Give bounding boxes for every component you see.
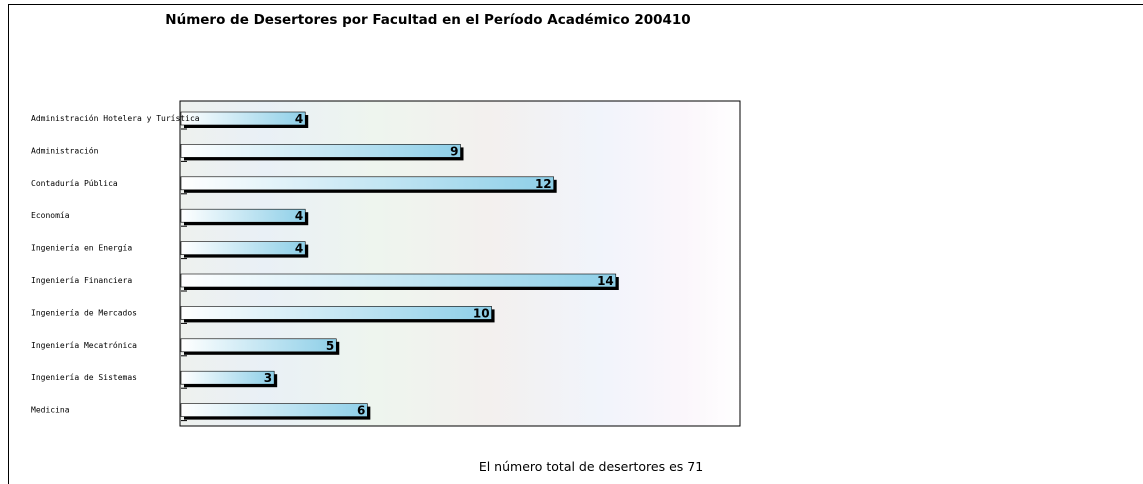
chart-frame xyxy=(8,4,1143,484)
value-label: 3 xyxy=(264,371,272,385)
value-label: 4 xyxy=(295,112,303,126)
value-label: 5 xyxy=(326,339,334,353)
bar xyxy=(180,403,368,417)
value-label: 10 xyxy=(473,306,490,320)
bar xyxy=(180,306,492,320)
bar xyxy=(180,338,337,353)
category-label: Administración xyxy=(31,145,99,155)
value-label: 12 xyxy=(535,177,552,191)
bar xyxy=(180,144,461,158)
category-label: Ingeniería en Energía xyxy=(31,244,132,253)
category-label: Administración Hotelera y Turística xyxy=(31,113,200,123)
bar xyxy=(180,176,554,191)
value-label: 4 xyxy=(295,209,303,223)
bar xyxy=(180,208,306,223)
bar xyxy=(180,370,275,385)
bar xyxy=(180,241,306,255)
bar xyxy=(180,273,617,288)
value-label: 6 xyxy=(357,404,365,418)
value-label: 14 xyxy=(597,274,614,288)
category-label: Ingeniería Financiera xyxy=(31,276,132,285)
category-label: Economía xyxy=(31,211,70,220)
category-label: Contaduría Pública xyxy=(31,179,118,188)
category-label: Ingeniería de Sistemas xyxy=(31,373,137,382)
total-summary: El número total de desertores es 71 xyxy=(478,459,704,474)
bar xyxy=(180,111,306,126)
category-label: Ingeniería de Mercados xyxy=(31,308,137,317)
category-label: Medicina xyxy=(31,406,70,415)
category-label: Ingeniería Mecatrónica xyxy=(31,340,137,350)
value-label: 4 xyxy=(295,242,303,256)
chart-title: Número de Desertores por Facultad en el … xyxy=(165,12,691,28)
value-label: 9 xyxy=(450,144,458,158)
